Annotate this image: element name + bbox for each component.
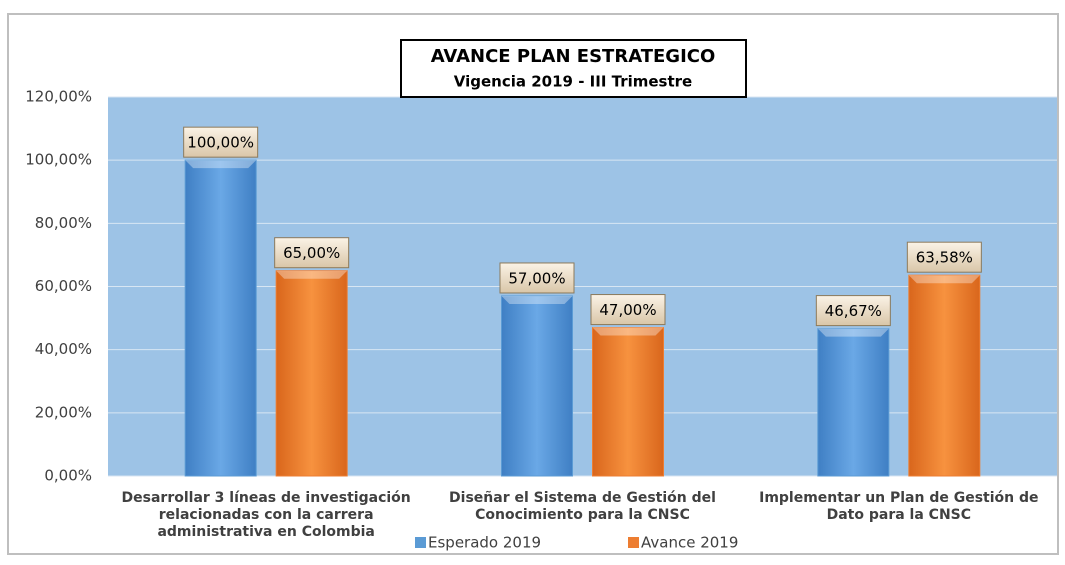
data-label-box (274, 237, 350, 269)
bar (501, 295, 573, 477)
title-box (400, 39, 747, 98)
bar-bevel (908, 275, 980, 284)
data-label-box (590, 294, 666, 326)
y-tick-label: 120,00% (25, 88, 92, 106)
data-label-box (499, 262, 575, 294)
data-label: 65,00% (283, 244, 340, 262)
legend-label: Avance 2019 (641, 534, 738, 552)
bar (275, 270, 348, 477)
legend-swatch (415, 537, 426, 548)
data-label-box (183, 126, 259, 158)
x-tick-label: Desarrollar 3 líneas de investigación re… (121, 490, 411, 540)
x-tick-label: Implementar un Plan de Gestión de Dato p… (759, 490, 1039, 523)
bar-bevel (185, 160, 257, 169)
y-tick-label: 20,00% (35, 403, 92, 421)
bar-bevel (501, 295, 573, 304)
y-tick-label: 0,00% (44, 467, 92, 485)
data-label: 57,00% (508, 269, 565, 287)
data-label: 63,58% (916, 249, 973, 267)
y-tick-label: 40,00% (35, 340, 92, 358)
bar-bevel (592, 327, 664, 336)
chart-border (7, 13, 1059, 555)
bar (184, 159, 257, 477)
y-tick-label: 80,00% (35, 214, 92, 232)
bar (817, 328, 890, 477)
bar (908, 274, 981, 477)
data-label-box (906, 241, 982, 273)
data-label: 100,00% (187, 134, 254, 152)
legend-label: Esperado 2019 (428, 534, 541, 552)
bar-bevel (276, 270, 348, 279)
x-tick-label: Diseñar el Sistema de Gestión del Conoci… (449, 490, 716, 523)
y-tick-label: 60,00% (35, 277, 92, 295)
data-label-box (815, 295, 891, 327)
data-label: 46,67% (825, 302, 882, 320)
chart-title: AVANCE PLAN ESTRATEGICO (431, 46, 716, 67)
data-label: 47,00% (599, 301, 656, 319)
bar-bevel (817, 328, 889, 337)
bar (592, 327, 664, 477)
y-tick-label: 100,00% (25, 151, 92, 169)
chart-subtitle: Vigencia 2019 - III Trimestre (454, 73, 692, 91)
legend-swatch (628, 537, 639, 548)
